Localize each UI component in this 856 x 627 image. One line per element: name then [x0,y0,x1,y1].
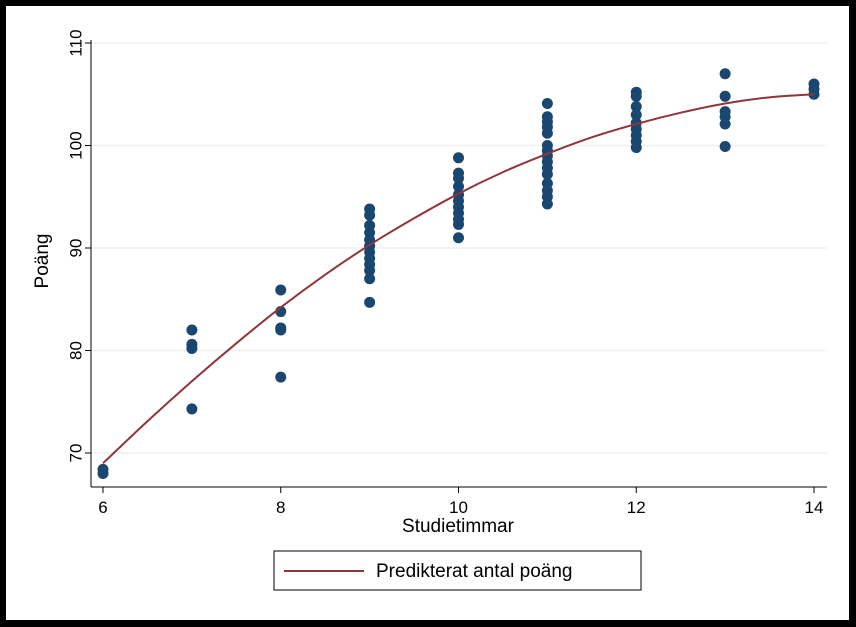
data-point [364,265,376,277]
x-tick-label: 14 [805,498,824,517]
legend-label: Predikterat antal poäng [376,561,572,582]
data-point [541,97,553,109]
data-point [453,181,464,192]
y-tick-label: 90 [67,239,86,258]
data-point [186,342,198,354]
data-point [630,109,642,121]
data-point [275,284,287,296]
data-point [719,90,731,102]
data-point [630,142,642,154]
data-point [364,209,376,221]
data-point [275,324,287,336]
predicted-line [102,93,815,464]
scatter-chart: 70 80 90 100 110 6 8 10 12 14 Poäng Studietimmar… [32,29,827,591]
data-point [453,152,464,164]
x-tick-label: 10 [449,498,468,517]
y-tick-label: 70 [67,444,86,463]
data-point [541,127,553,139]
x-tick-label: 6 [98,498,107,517]
y-tick-label: 80 [67,341,86,360]
data-point [364,296,376,308]
data-point [186,403,198,415]
data-point [453,172,464,184]
data-point [541,168,553,180]
data-point [453,232,464,244]
data-point [630,101,642,113]
x-axis-title: Studietimmar [402,516,515,537]
grid-lines [91,42,827,454]
legend: Predikterat antal poäng [273,550,642,591]
legend-box [273,550,642,591]
y-axis-ticks: 70 80 90 100 110 [67,29,91,463]
axes [90,40,827,488]
data-points [97,68,820,479]
y-tick-label: 100 [67,131,86,159]
data-point [97,463,109,475]
data-point [541,198,553,210]
data-point [719,141,731,153]
x-axis-ticks: 6 8 10 12 14 [98,487,823,517]
x-tick-label: 12 [627,498,646,517]
data-point [719,68,731,80]
chart-frame: 70 80 90 100 110 6 8 10 12 14 Poäng Studietimmar… [6,6,849,620]
y-axis-title: Poäng [32,234,53,289]
data-point [275,371,287,383]
data-point [364,273,376,285]
data-point [630,90,642,102]
y-tick-label: 110 [67,29,86,56]
x-tick-label: 8 [276,498,285,517]
data-point [453,218,464,230]
data-point [719,118,731,130]
data-point [186,324,198,336]
